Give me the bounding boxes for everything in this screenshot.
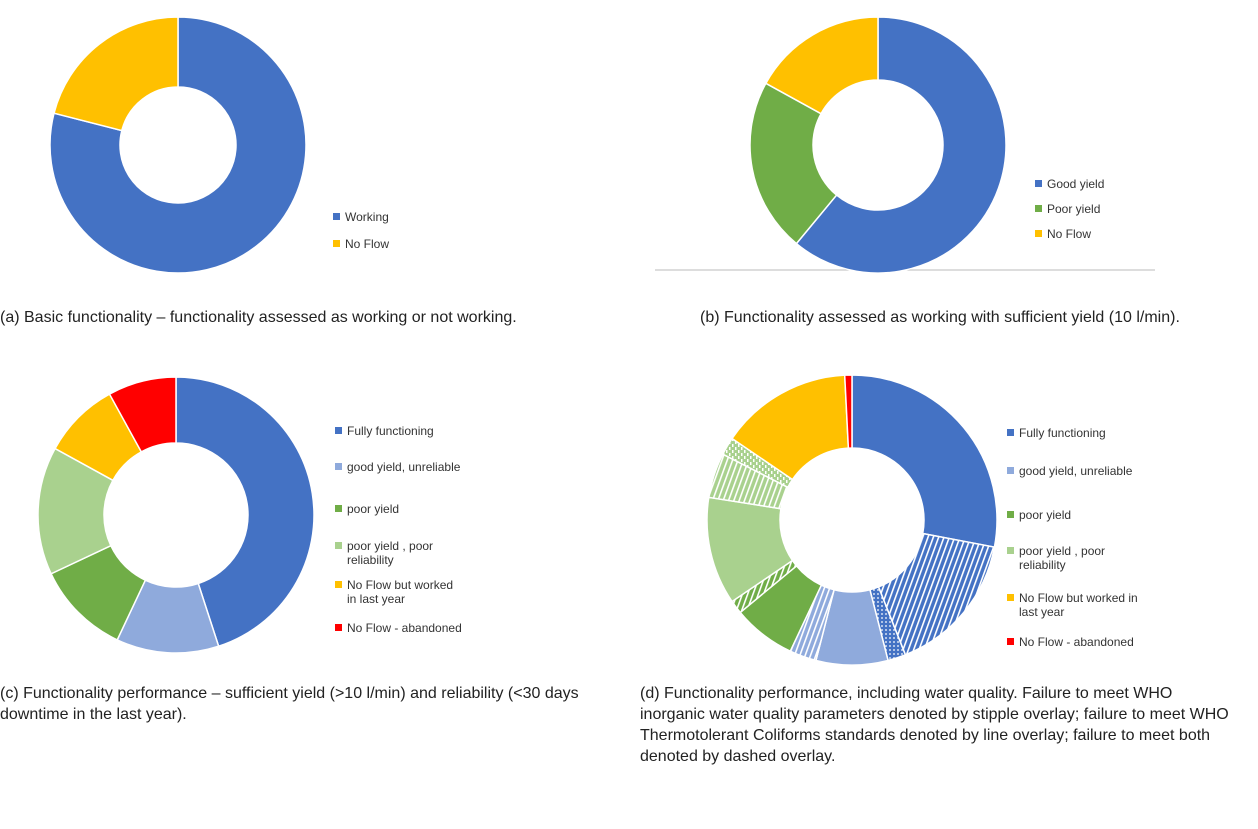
legend-label: No Flow - abandoned xyxy=(347,621,462,635)
legend-swatch xyxy=(335,624,342,631)
legend-item: No Flow xyxy=(1035,227,1235,241)
legend-item: Good yield xyxy=(1035,177,1235,191)
legend-label: Fully functioning xyxy=(1019,426,1106,440)
legend-label: No Flow xyxy=(345,237,390,251)
legend-swatch xyxy=(1035,230,1042,237)
legend-item: Poor yield xyxy=(1035,202,1235,216)
legend-swatch xyxy=(335,463,342,470)
legend-item: Fully functioning xyxy=(335,424,465,438)
donut-segment xyxy=(49,16,307,274)
caption: (b) Functionality assessed as working wi… xyxy=(700,309,1180,326)
caption: (c) Functionality performance – sufficie… xyxy=(0,685,579,723)
caption: (a) Basic functionality – functionality … xyxy=(0,309,517,326)
legend-item: No Flow - abandoned xyxy=(1007,635,1147,649)
legend-label: poor yield xyxy=(1019,508,1072,522)
legend-swatch xyxy=(1007,467,1014,474)
legend-item: Working xyxy=(333,210,533,224)
segment-overlay xyxy=(722,438,793,488)
donut-segment xyxy=(175,376,315,648)
legend-swatch xyxy=(333,240,340,247)
legend-swatch xyxy=(1007,594,1014,601)
legend-swatch xyxy=(1035,180,1042,187)
segment-overlay xyxy=(732,560,797,613)
legend-label: Poor yield xyxy=(1047,202,1101,216)
legend-swatch xyxy=(335,542,342,549)
legend-label: poor yield xyxy=(347,502,400,516)
donut-segment xyxy=(108,376,177,453)
legend-swatch xyxy=(333,213,340,220)
legend-label: Working xyxy=(345,210,389,224)
legend-item: good yield, unreliable xyxy=(1007,464,1147,478)
legend-swatch xyxy=(335,427,342,434)
legend-item: poor yield , poor reliability xyxy=(1007,544,1147,572)
legend-item: poor yield , poor reliability xyxy=(335,539,465,567)
donut-segment xyxy=(764,16,879,115)
caption: (d) Functionality performance, including… xyxy=(640,685,1229,765)
legend-swatch xyxy=(1007,547,1014,554)
segment-overlay xyxy=(878,533,995,655)
segment-overlay xyxy=(708,454,788,509)
legend-label: No Flow - abandoned xyxy=(1019,635,1134,649)
legend-swatch xyxy=(335,581,342,588)
legend-item: No Flow but worked in last year xyxy=(335,578,465,606)
legend-swatch xyxy=(1007,511,1014,518)
donut-segment xyxy=(843,374,853,449)
legend-label: good yield, unreliable xyxy=(1019,464,1133,478)
legend-label: No Flow but worked in last year xyxy=(347,578,454,606)
segment-overlay xyxy=(869,586,906,661)
donut-segment xyxy=(795,16,1007,274)
legend-item: poor yield xyxy=(335,502,465,516)
donut-segment xyxy=(749,82,838,245)
legend-label: Fully functioning xyxy=(347,424,434,438)
legend-label: Good yield xyxy=(1047,177,1105,191)
legend-swatch xyxy=(335,505,342,512)
legend-item: No Flow xyxy=(333,237,533,251)
legend-swatch xyxy=(1007,429,1014,436)
legend-swatch xyxy=(1007,638,1014,645)
legend-item: No Flow - abandoned xyxy=(335,621,465,635)
legend-label: poor yield , poor reliability xyxy=(347,539,434,567)
legend-label: No Flow but worked in last year xyxy=(1019,591,1138,619)
legend-item: good yield, unreliable xyxy=(335,460,465,474)
legend-item: poor yield xyxy=(1007,508,1147,522)
legend-item: No Flow but worked in last year xyxy=(1007,591,1147,619)
legend-label: No Flow xyxy=(1047,227,1092,241)
donut-segment xyxy=(851,374,998,549)
segment-overlay xyxy=(790,585,835,661)
legend-label: good yield, unreliable xyxy=(347,460,461,474)
legend-label: poor yield , poor reliability xyxy=(1019,544,1106,572)
donut-segment xyxy=(53,16,179,132)
legend-item: Fully functioning xyxy=(1007,426,1147,440)
legend-swatch xyxy=(1035,205,1042,212)
